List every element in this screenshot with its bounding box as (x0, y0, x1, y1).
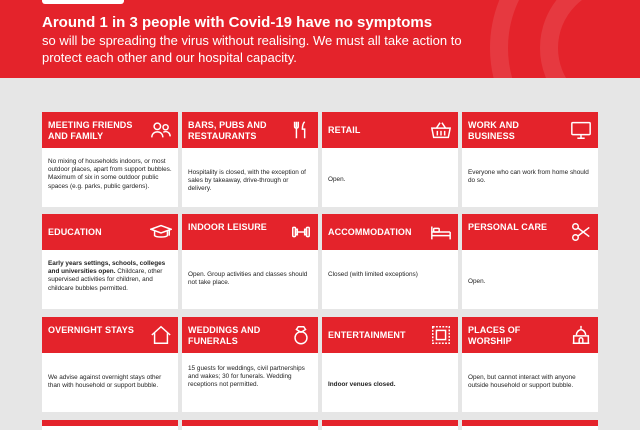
card-text: Open, but cannot interact with anyone ou… (468, 374, 576, 390)
card-text: Everyone who can work from home should d… (468, 169, 589, 185)
card-text: Early years settings, schools, colleges … (48, 260, 172, 293)
card-bars-pubs: BARS, PUBS AND RESTAURANTS Hospitality i… (182, 112, 318, 207)
card-header: PERSONAL CARE (462, 214, 598, 250)
card-partial (462, 420, 598, 430)
bed-icon (430, 221, 452, 243)
card-header (182, 420, 318, 426)
people-icon (150, 119, 172, 141)
scissors-icon (570, 221, 592, 243)
decorative-ring (540, 0, 640, 78)
card-entertainment: ENTERTAINMENT Indoor venues closed. (322, 317, 458, 412)
card-header: ACCOMMODATION (322, 214, 458, 250)
ticket-icon (430, 324, 452, 346)
card-title: OVERNIGHT STAYS (48, 325, 135, 335)
card-header: RETAIL (322, 112, 458, 148)
card-weddings-funerals: WEDDINGS AND FUNERALS 15 guests for wedd… (182, 317, 318, 412)
card-title: WEDDINGS AND FUNERALS (188, 325, 261, 346)
monitor-icon (570, 119, 592, 141)
card-partial (182, 420, 318, 430)
card-text: Open. (468, 278, 486, 285)
card-text: We advise against overnight stays other … (48, 374, 162, 390)
card-header: BARS, PUBS AND RESTAURANTS (182, 112, 318, 148)
card-text-bold: Early years settings, schools, colleges … (48, 260, 166, 276)
card-retail: RETAIL Open. (322, 112, 458, 207)
card-title: ACCOMMODATION (328, 227, 412, 237)
shopping-basket-icon (430, 119, 452, 141)
card-header: OVERNIGHT STAYS (42, 317, 178, 353)
card-title: WORK AND BUSINESS (468, 120, 519, 141)
card-title: EDUCATION (48, 227, 102, 237)
headline: Around 1 in 3 people with Covid-19 have … (42, 14, 433, 31)
decorative-ring (490, 0, 640, 78)
card-title: INDOOR LEISURE (188, 222, 267, 232)
card-accommodation: ACCOMMODATION Closed (with limited excep… (322, 214, 458, 309)
card-text: Open. Group activities and classes shoul… (188, 271, 308, 287)
dumbbell-icon (290, 221, 312, 243)
card-meeting-friends: MEETING FRIENDS AND FAMILY No mixing of … (42, 112, 178, 207)
banner-top-tab (42, 0, 124, 4)
card-header (462, 420, 598, 426)
subline: so will be spreading the virus without r… (42, 33, 462, 65)
card-header: PLACES OF WORSHIP (462, 317, 598, 353)
card-title: PLACES OF WORSHIP (468, 325, 521, 346)
card-text: Indoor venues closed. (328, 381, 452, 389)
card-header (322, 420, 458, 426)
card-title: RETAIL (328, 125, 361, 135)
card-header: INDOOR LEISURE (182, 214, 318, 250)
card-overnight-stays: OVERNIGHT STAYS We advise against overni… (42, 317, 178, 412)
card-partial (322, 420, 458, 430)
card-title: PERSONAL CARE (468, 222, 548, 232)
card-places-of-worship: PLACES OF WORSHIP Open, but cannot inter… (462, 317, 598, 412)
card-text-rest: Childcare, other supervised activities f… (48, 268, 163, 292)
card-header: ENTERTAINMENT (322, 317, 458, 353)
card-header: EDUCATION (42, 214, 178, 250)
cutlery-icon (290, 119, 312, 141)
card-text-bold: Indoor venues closed. (328, 381, 396, 388)
card-text: 15 guests for weddings, civil partnershi… (188, 365, 305, 389)
card-text: Closed (with limited exceptions) (328, 271, 418, 278)
card-text: Hospitality is closed, with the exceptio… (188, 169, 306, 193)
card-personal-care: PERSONAL CARE Open. (462, 214, 598, 309)
card-partial (42, 420, 178, 430)
card-header: WEDDINGS AND FUNERALS (182, 317, 318, 353)
card-header: WORK AND BUSINESS (462, 112, 598, 148)
ring-icon (290, 324, 312, 346)
mortarboard-icon (150, 221, 172, 243)
card-education: EDUCATION Early years settings, schools,… (42, 214, 178, 309)
card-work-business: WORK AND BUSINESS Everyone who can work … (462, 112, 598, 207)
header-banner: Around 1 in 3 people with Covid-19 have … (0, 0, 640, 78)
card-text: Open. (328, 176, 346, 183)
house-icon (150, 324, 172, 346)
place-of-worship-icon (570, 324, 592, 346)
card-header (42, 420, 178, 426)
card-text: No mixing of households indoors, or most… (48, 158, 172, 190)
card-indoor-leisure: INDOOR LEISURE Open. Group activities an… (182, 214, 318, 309)
card-header: MEETING FRIENDS AND FAMILY (42, 112, 178, 148)
card-title: ENTERTAINMENT (328, 330, 406, 340)
card-title: BARS, PUBS AND RESTAURANTS (188, 120, 267, 141)
card-title: MEETING FRIENDS AND FAMILY (48, 120, 133, 141)
